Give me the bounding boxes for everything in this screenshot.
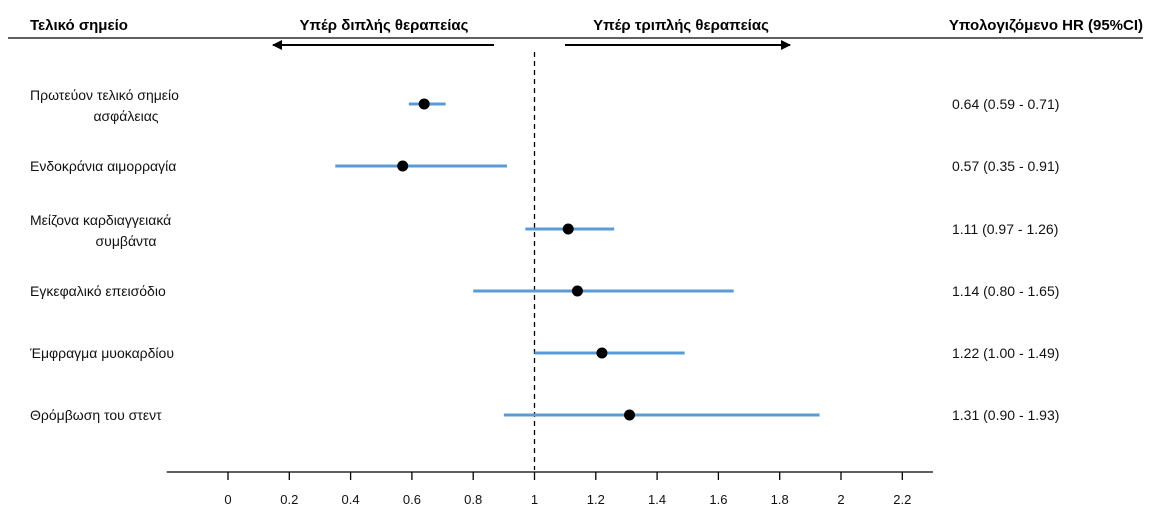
x-tick-label: 1.4: [648, 492, 666, 507]
endpoint-label: Θρόμβωση του στεντ: [30, 407, 162, 423]
endpoint-label: Εγκεφαλικό επεισόδιο: [30, 283, 166, 299]
endpoint-label-line: συμβάντα: [96, 233, 157, 249]
estimate-text: 0.64 (0.59 - 0.71): [952, 96, 1059, 112]
endpoint-label: Μείζονα καρδιαγγειακά συμβάντα: [30, 212, 171, 249]
point-estimate: [418, 98, 430, 110]
endpoint-label: Έμφραγμα μυοκαρδίου: [29, 345, 174, 361]
x-tick-label: 1: [531, 492, 538, 507]
endpoint-label-line: Πρωτεύον τελικό σημείο: [30, 87, 179, 103]
forest-row: Πρωτεύον τελικό σημείο ασφάλειας 0.64 (0.5…: [30, 87, 1059, 124]
endpoint-label: Πρωτεύον τελικό σημείο ασφάλειας: [30, 87, 179, 124]
x-tick-label: 0.2: [280, 492, 298, 507]
endpoint-label-line: Θρόμβωση του στεντ: [30, 407, 162, 423]
x-tick-label: 0.6: [403, 492, 421, 507]
favors-triple-label: Υπέρ τριπλής θεραπείας: [593, 17, 769, 34]
estimate-header: Υπολογιζόμενο HR (95%CI): [949, 17, 1143, 34]
x-tick-label: 1.6: [709, 492, 727, 507]
estimate-text: 1.14 (0.80 - 1.65): [952, 283, 1059, 299]
favors-dual-label: Υπέρ διπλής θεραπείας: [300, 17, 469, 34]
estimate-text: 0.57 (0.35 - 0.91): [952, 158, 1059, 174]
forest-row: Θρόμβωση του στεντ 1.31 (0.90 - 1.93): [30, 407, 1059, 423]
forest-row: Εγκεφαλικό επεισόδιο 1.14 (0.80 - 1.65): [30, 283, 1059, 299]
x-tick-label: 0.4: [342, 492, 360, 507]
endpoint-label: Ενδοκράνια αιμορραγία: [30, 158, 176, 174]
endpoint-label-line: ασφάλειας: [93, 108, 158, 124]
forest-row: Μείζονα καρδιαγγειακά συμβάντα 1.11 (0.97 …: [30, 212, 1058, 249]
x-tick-label: 2.2: [893, 492, 911, 507]
endpoint-label-line: Εγκεφαλικό επεισόδιο: [30, 283, 166, 299]
x-tick-label: 2: [837, 492, 844, 507]
point-estimate: [624, 409, 636, 421]
forest-row: Έμφραγμα μυοκαρδίου 1.22 (1.00 - 1.49): [29, 345, 1059, 361]
endpoint-label-line: Μείζονα καρδιαγγειακά: [30, 212, 171, 228]
endpoint-label-line: Ενδοκράνια αιμορραγία: [30, 158, 176, 174]
estimate-text: 1.11 (0.97 - 1.26): [952, 221, 1058, 237]
point-estimate: [397, 160, 409, 172]
x-tick-label: 1.8: [771, 492, 789, 507]
x-tick-label: 1.2: [587, 492, 605, 507]
endpoint-label-line: Έμφραγμα μυοκαρδίου: [29, 345, 174, 361]
endpoint-header: Τελικό σημείο: [30, 17, 128, 34]
estimate-text: 1.31 (0.90 - 1.93): [952, 407, 1059, 423]
forest-rows: Πρωτεύον τελικό σημείο ασφάλειας 0.64 (0.5…: [29, 87, 1059, 423]
x-tick-label: 0.8: [464, 492, 482, 507]
point-estimate: [562, 223, 574, 235]
x-axis-ticks: 0 0.2 0.4 0.6 0.8 1 1.2 1.4 1.6 1.8 2 2.2: [224, 472, 911, 507]
point-estimate: [571, 285, 583, 297]
point-estimate: [596, 347, 608, 359]
x-tick-label: 0: [224, 492, 231, 507]
forest-row: Ενδοκράνια αιμορραγία 0.57 (0.35 - 0.91): [30, 158, 1059, 174]
estimate-text: 1.22 (1.00 - 1.49): [952, 345, 1059, 361]
